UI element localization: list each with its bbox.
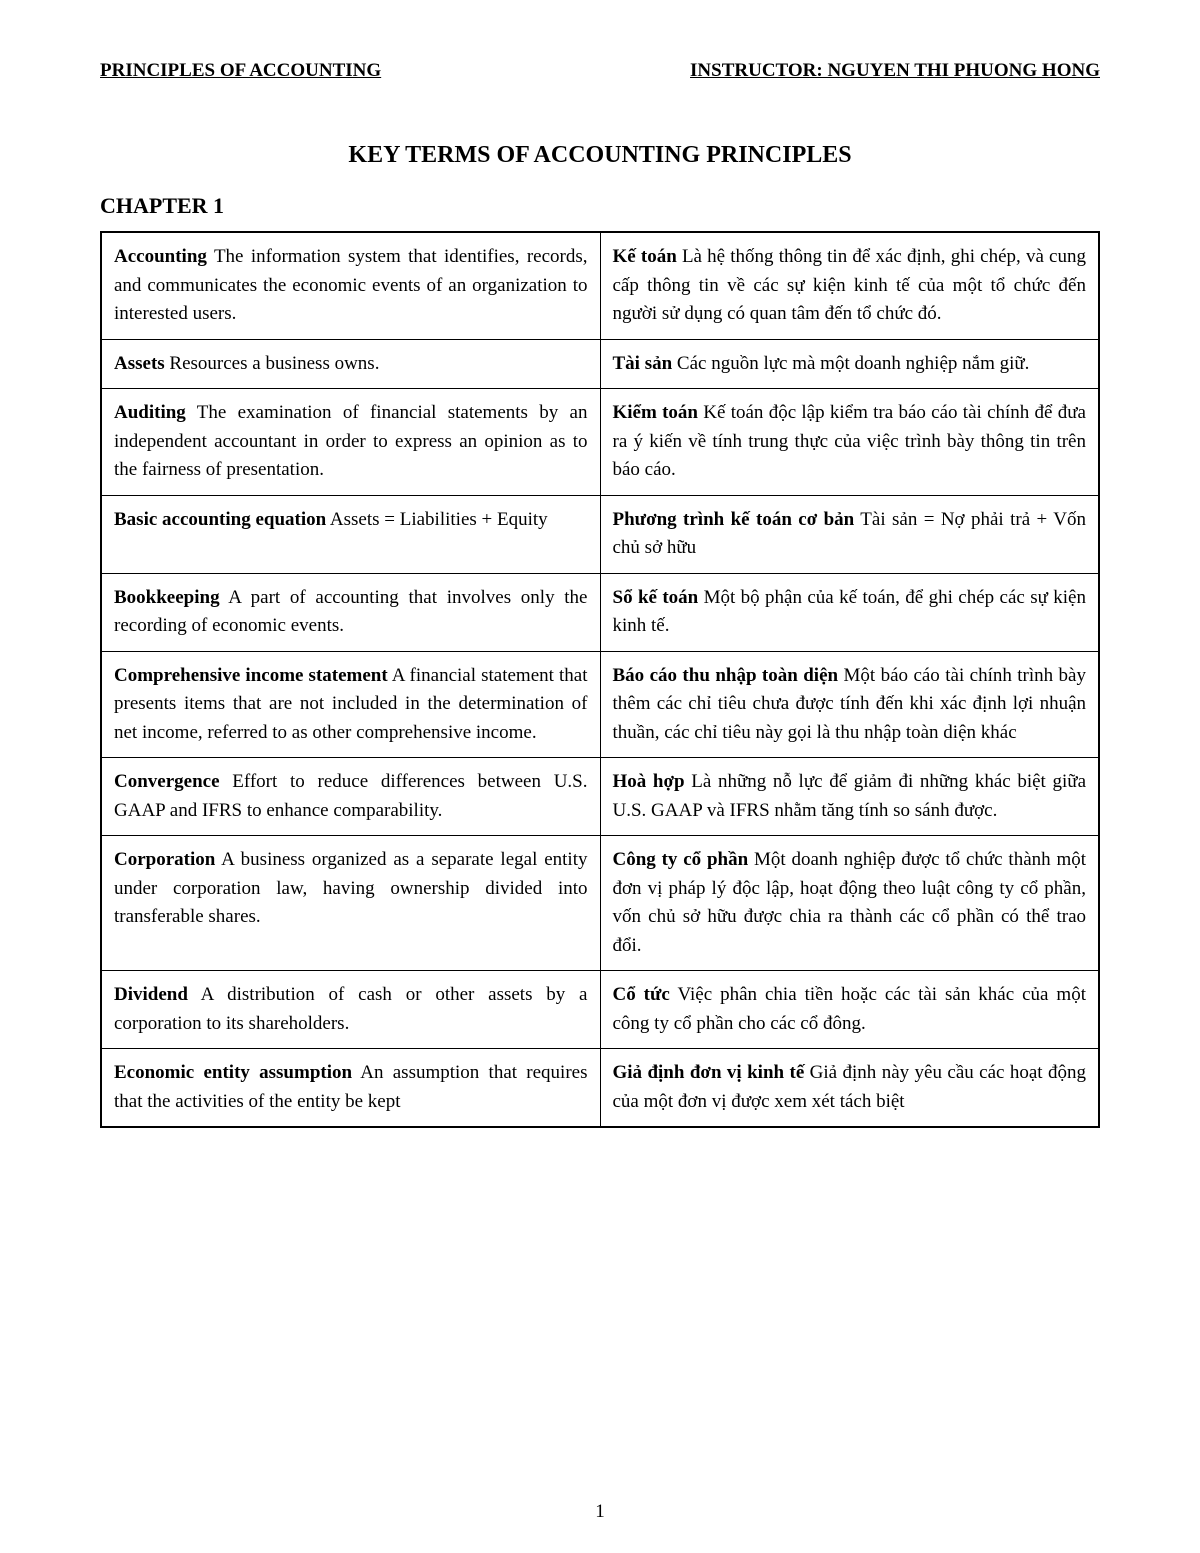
cell-english: Dividend A distribution of cash or other… [101, 971, 600, 1049]
term-vietnamese: Báo cáo thu nhập toàn diện [613, 665, 839, 686]
cell-english: Convergence Effort to reduce differences… [101, 758, 600, 836]
cell-vietnamese: Tài sản Các nguồn lực mà một doanh nghiệ… [600, 339, 1099, 389]
term-english: Corporation [114, 849, 215, 870]
term-vietnamese: Sổ kế toán [613, 587, 699, 608]
page-number: 1 [0, 1501, 1200, 1523]
term-vietnamese: Tài sản [613, 353, 673, 374]
terms-tbody: Accounting The information system that i… [101, 232, 1099, 1127]
term-english: Auditing [114, 402, 186, 423]
cell-english: Economic entity assumption An assumption… [101, 1049, 600, 1128]
table-row: Auditing The examination of financial st… [101, 389, 1099, 496]
cell-english: Corporation A business organized as a se… [101, 836, 600, 971]
chapter-heading: CHAPTER 1 [100, 193, 1100, 219]
cell-vietnamese: Phương trình kế toán cơ bản Tài sản = Nợ… [600, 495, 1099, 573]
cell-vietnamese: Hoà hợp Là những nỗ lực để giảm đi những… [600, 758, 1099, 836]
term-english: Dividend [114, 984, 188, 1005]
term-english: Comprehensive income statement [114, 665, 388, 686]
table-row: Accounting The information system that i… [101, 232, 1099, 339]
cell-english: Basic accounting equation Assets = Liabi… [101, 495, 600, 573]
definition-english: Assets = Liabilities + Equity [326, 509, 547, 530]
definition-vietnamese: Việc phân chia tiền hoặc các tài sản khá… [613, 984, 1087, 1034]
definition-english: The examination of financial statements … [114, 402, 588, 480]
term-vietnamese: Công ty cổ phần [613, 849, 749, 870]
page: PRINCIPLES OF ACCOUNTING INSTRUCTOR: NGU… [0, 0, 1200, 1553]
term-vietnamese: Kế toán [613, 246, 677, 267]
term-vietnamese: Hoà hợp [613, 771, 685, 792]
page-title: KEY TERMS OF ACCOUNTING PRINCIPLES [100, 142, 1100, 169]
table-row: Basic accounting equation Assets = Liabi… [101, 495, 1099, 573]
cell-vietnamese: Kiểm toán Kế toán độc lập kiểm tra báo c… [600, 389, 1099, 496]
cell-english: Accounting The information system that i… [101, 232, 600, 339]
definition-vietnamese: Là hệ thống thông tin để xác định, ghi c… [613, 246, 1087, 324]
cell-vietnamese: Báo cáo thu nhập toàn diện Một báo cáo t… [600, 651, 1099, 758]
table-row: Economic entity assumption An assumption… [101, 1049, 1099, 1128]
cell-english: Bookkeeping A part of accounting that in… [101, 573, 600, 651]
term-english: Basic accounting equation [114, 509, 326, 530]
term-vietnamese: Cổ tức [613, 984, 670, 1005]
term-vietnamese: Giả định đơn vị kinh tế [613, 1062, 805, 1083]
cell-english: Assets Resources a business owns. [101, 339, 600, 389]
term-english: Bookkeeping [114, 587, 220, 608]
cell-english: Auditing The examination of financial st… [101, 389, 600, 496]
table-row: Corporation A business organized as a se… [101, 836, 1099, 971]
term-english: Convergence [114, 771, 220, 792]
table-row: Convergence Effort to reduce differences… [101, 758, 1099, 836]
term-english: Economic entity assumption [114, 1062, 352, 1083]
terms-table: Accounting The information system that i… [100, 231, 1100, 1128]
cell-vietnamese: Giả định đơn vị kinh tế Giả định này yêu… [600, 1049, 1099, 1128]
term-english: Accounting [114, 246, 207, 267]
cell-vietnamese: Cổ tức Việc phân chia tiền hoặc các tài … [600, 971, 1099, 1049]
table-row: Bookkeeping A part of accounting that in… [101, 573, 1099, 651]
header-bar: PRINCIPLES OF ACCOUNTING INSTRUCTOR: NGU… [100, 60, 1100, 82]
cell-english: Comprehensive income statement A financi… [101, 651, 600, 758]
cell-vietnamese: Kế toán Là hệ thống thông tin để xác địn… [600, 232, 1099, 339]
table-row: Assets Resources a business owns.Tài sản… [101, 339, 1099, 389]
term-english: Assets [114, 353, 165, 374]
term-vietnamese: Phương trình kế toán cơ bản [613, 509, 855, 530]
cell-vietnamese: Sổ kế toán Một bộ phận của kế toán, để g… [600, 573, 1099, 651]
term-vietnamese: Kiểm toán [613, 402, 699, 423]
definition-english: Resources a business owns. [165, 353, 380, 374]
table-row: Comprehensive income statement A financi… [101, 651, 1099, 758]
definition-vietnamese: Các nguồn lực mà một doanh nghiệp nắm gi… [672, 353, 1029, 374]
header-left: PRINCIPLES OF ACCOUNTING [100, 60, 381, 82]
cell-vietnamese: Công ty cổ phần Một doanh nghiệp được tổ… [600, 836, 1099, 971]
header-right: INSTRUCTOR: NGUYEN THI PHUONG HONG [690, 60, 1100, 82]
table-row: Dividend A distribution of cash or other… [101, 971, 1099, 1049]
